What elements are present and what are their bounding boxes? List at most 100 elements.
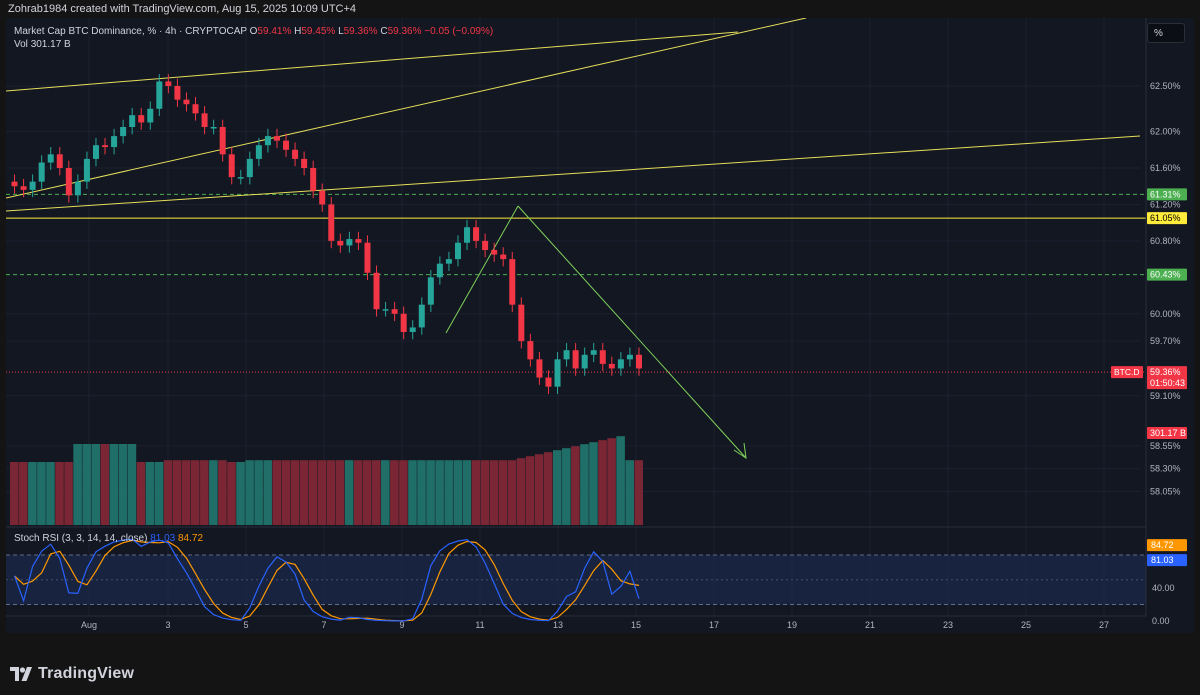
volume-bar — [218, 460, 227, 525]
volume-bar — [480, 460, 490, 525]
candle-body — [382, 309, 389, 311]
volume-bar — [209, 460, 218, 525]
volume-bars — [10, 436, 643, 525]
volume-bar — [598, 440, 607, 525]
volume-bar — [634, 460, 643, 525]
candle-body — [273, 136, 280, 141]
volume-bar — [272, 460, 281, 525]
price-axis-tick: 62.00% — [1150, 127, 1181, 137]
volume-bar — [236, 462, 245, 525]
price-tag-bg — [1147, 188, 1187, 201]
trendlines — [5, 17, 1141, 460]
rsi-legend: Stoch RSI (3, 3, 14, 14, close) 81.03 84… — [14, 533, 203, 544]
candle-body — [454, 242, 461, 260]
volume-bar — [245, 460, 254, 525]
volume-bar — [163, 460, 173, 525]
volume-bar — [335, 460, 345, 525]
candle-body — [147, 108, 154, 123]
candle-body — [65, 168, 72, 196]
candle-body — [102, 145, 109, 148]
volume-bar — [254, 460, 263, 525]
candle-body — [138, 115, 145, 123]
volume-bar — [136, 462, 146, 525]
tradingview-logo: TradingView — [10, 663, 134, 685]
candle-body — [337, 240, 344, 246]
candle-body — [246, 158, 253, 178]
time-axis-tick: 25 — [1021, 620, 1031, 630]
candle-body — [120, 127, 127, 137]
time-axis-tick: 5 — [243, 620, 248, 630]
candle-body — [165, 81, 172, 86]
trendline-down — [517, 205, 747, 459]
time-axis-tick: 23 — [943, 620, 953, 630]
vol-label: Vol — [14, 39, 28, 50]
candle-body — [129, 115, 136, 127]
time-axis-tick: 13 — [553, 620, 563, 630]
price-tag-bg — [1147, 268, 1187, 281]
time-axis-tick: 21 — [865, 620, 875, 630]
candle-body — [355, 239, 362, 243]
candle-body — [572, 350, 579, 369]
price-tags: 61.31% 61.05% 60.43% 59.36%01:50:43 301.17 B… — [1111, 188, 1187, 567]
volume-bar — [37, 462, 46, 525]
candle-body — [201, 113, 208, 127]
candle-body — [237, 177, 244, 179]
tradingview-logo-text: TradingView — [38, 665, 135, 682]
volume-bar — [299, 460, 309, 525]
trendline-channel-top — [5, 31, 739, 92]
candle-body — [228, 154, 235, 178]
volume-bar — [444, 460, 453, 525]
candle-body — [83, 158, 90, 182]
volume-bar — [353, 460, 363, 525]
tradingview-logo-icon — [10, 667, 32, 681]
volume-bar — [46, 462, 55, 525]
volume-bar — [417, 460, 426, 525]
volume-bar — [525, 456, 535, 525]
volume-bar — [589, 442, 598, 525]
volume-bar — [91, 444, 100, 525]
candle-body — [400, 313, 407, 332]
price-axis-tick: 61.60% — [1150, 163, 1181, 173]
chart-area[interactable]: 62.50% 62.00% 61.60% 61.20% 60.80% 60.00% 59.7… — [5, 17, 1194, 633]
volume-bar — [408, 460, 417, 525]
candle-body — [617, 359, 624, 369]
volume-bar — [73, 444, 82, 525]
price-axis-tick: 58.30% — [1150, 464, 1181, 474]
rsi-k-value: 81.03 — [150, 533, 176, 544]
rsi-d-value: 84.72 — [178, 533, 204, 544]
legend-high: 59.45% — [301, 26, 336, 37]
price-axis-tick: 58.05% — [1150, 486, 1181, 496]
volume-bar — [326, 460, 336, 525]
percent-scale-button[interactable]: % — [1147, 23, 1185, 43]
volume-bar — [489, 460, 499, 525]
volume-bar — [64, 462, 73, 525]
candle-body — [174, 86, 181, 100]
candle-body — [608, 363, 615, 369]
candle-body — [464, 227, 471, 243]
volume-bar — [154, 462, 164, 525]
legend-open: 59.41% — [257, 26, 292, 37]
candle-body — [500, 254, 507, 260]
volume-bar — [534, 454, 544, 525]
candle-body — [319, 190, 326, 205]
candle-body — [11, 181, 18, 187]
volume-bar — [471, 460, 481, 525]
trendline-channel-lower — [5, 135, 1141, 212]
rsi-k-line — [13, 538, 640, 622]
volume-bar — [562, 448, 571, 525]
symbol-legend: Market Cap BTC Dominance, % · 4h · CRYPT… — [14, 26, 493, 37]
price-chart[interactable]: 62.50% 62.00% 61.60% 61.20% 60.80% 60.00% 59.7… — [5, 17, 1194, 633]
candle-body — [38, 162, 45, 182]
price-tag-bg — [1147, 212, 1187, 225]
volume-bar — [10, 462, 19, 525]
price-tag-bg — [1147, 427, 1187, 439]
price-axis-tick: 61.20% — [1150, 199, 1181, 209]
candle-body — [491, 250, 498, 255]
volume-bar — [109, 444, 119, 525]
price-axis-tick: 62.50% — [1150, 81, 1181, 91]
price-tag: 60.43% — [1150, 270, 1181, 280]
candle-body — [427, 277, 434, 305]
candle-body — [255, 145, 262, 159]
time-axis-tick: 7 — [321, 620, 326, 630]
